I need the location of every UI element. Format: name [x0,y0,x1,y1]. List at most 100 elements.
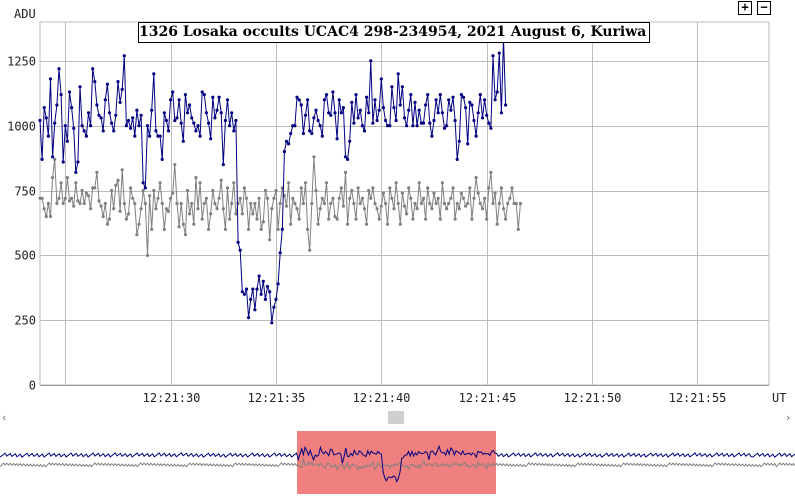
data-point [154,207,158,211]
navigator-scrollbar[interactable]: ‹ › [0,411,795,424]
data-point [455,157,459,161]
data-point [287,181,291,185]
data-point [228,124,232,128]
data-point [122,201,126,206]
scroll-left-icon[interactable]: ‹ [2,411,7,424]
data-point [274,188,278,193]
data-point [131,116,135,120]
data-point [137,222,141,226]
data-point [310,131,314,136]
data-point [164,207,168,211]
data-point [295,95,299,99]
navigator-window[interactable] [297,431,496,494]
data-point [253,308,257,312]
data-point [139,207,143,211]
data-point [398,222,402,226]
data-point [150,108,154,112]
data-point [333,111,337,115]
data-point [430,134,434,138]
data-point [221,207,225,211]
data-point [70,106,74,110]
data-point [432,118,436,123]
data-point [152,188,156,193]
data-point [270,207,274,211]
data-point [46,134,51,138]
data-point [59,93,63,97]
data-point [360,196,364,200]
data-point [175,116,179,120]
data-point [346,157,350,161]
zoom-in-button[interactable]: + [738,1,752,15]
data-point [426,186,430,190]
data-point [259,227,263,231]
data-point [148,134,152,138]
data-point [137,124,141,128]
data-point [308,129,312,133]
data-point [480,207,485,211]
data-point [202,93,206,97]
data-point [247,227,251,231]
data-point [192,222,196,226]
data-point [169,98,173,102]
data-point [487,186,491,190]
data-point [306,227,310,231]
data-point [76,199,80,203]
data-point [451,95,455,99]
data-point [449,196,453,200]
data-point [306,98,310,102]
data-point [263,297,267,301]
navigator[interactable] [0,431,795,494]
data-point [491,201,495,206]
x-tick-label: 12:21:30 [143,391,201,405]
data-point [327,217,331,221]
data-point [390,85,394,89]
data-point [120,87,124,91]
data-point [335,217,339,221]
data-point [459,191,463,195]
data-point [428,201,432,206]
scrollbar-thumb[interactable] [388,411,404,424]
data-point [255,287,259,291]
data-point [289,222,293,226]
data-point [518,201,523,206]
zoom-out-button[interactable]: − [757,1,771,15]
data-point [400,85,404,89]
data-point [287,142,291,146]
y-tick-label: 1000 [7,120,36,134]
data-point [181,139,185,143]
data-point [202,201,206,206]
data-point [162,111,166,115]
data-point [415,124,419,128]
data-point [293,124,297,128]
data-point [80,188,84,193]
data-point [244,287,249,291]
data-point [61,201,65,206]
data-point [337,98,341,102]
data-point [301,201,305,206]
scroll-right-icon[interactable]: › [786,411,791,424]
data-point [400,191,404,195]
data-point [407,108,411,112]
data-point [457,139,461,143]
data-point [204,196,208,200]
data-point [388,186,392,190]
data-point [474,134,478,138]
data-point [171,90,175,94]
data-point [499,111,503,115]
data-point [38,118,42,123]
data-point [44,116,48,120]
data-point [270,321,274,325]
data-point [434,201,438,206]
data-point [402,204,407,208]
data-point [388,124,392,128]
series-1 [38,155,523,257]
data-point [409,93,413,97]
data-point [440,111,444,115]
data-point [501,207,506,211]
data-point [213,116,217,120]
data-point [160,201,164,206]
data-point [320,196,324,200]
y-tick-label: 500 [14,249,36,263]
data-point [476,111,480,115]
x-tick-label: 12:21:35 [248,391,306,405]
